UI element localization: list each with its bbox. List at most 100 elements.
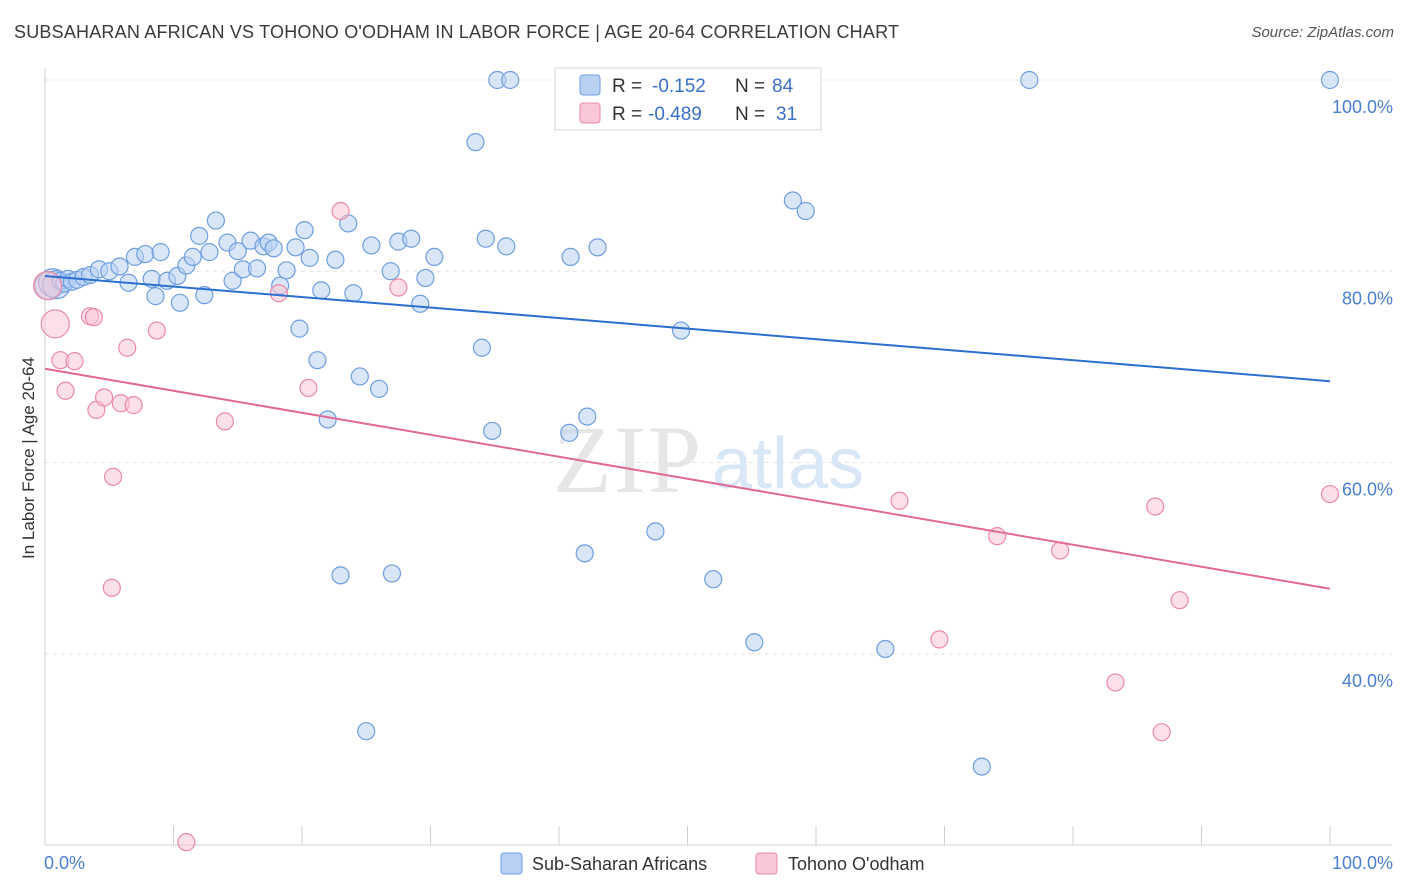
point-tohono bbox=[177, 833, 196, 852]
chart-source: Source: ZipAtlas.com bbox=[1251, 24, 1394, 41]
point-tohono bbox=[124, 396, 143, 415]
point-sub-saharan bbox=[588, 238, 607, 257]
point-sub-saharan bbox=[560, 423, 579, 442]
point-tohono bbox=[1152, 723, 1171, 742]
point-sub-saharan bbox=[318, 410, 337, 429]
stats-swatch-pink bbox=[579, 102, 601, 124]
point-tohono bbox=[1106, 673, 1125, 692]
point-sub-saharan bbox=[796, 201, 815, 221]
point-sub-saharan bbox=[411, 294, 430, 313]
point-tohono bbox=[930, 630, 949, 649]
point-sub-saharan bbox=[402, 229, 421, 248]
point-sub-saharan bbox=[370, 379, 389, 398]
stats-r-label-1: R = bbox=[612, 104, 642, 125]
point-sub-saharan bbox=[575, 544, 594, 563]
x-tick-label: 0.0% bbox=[44, 853, 85, 873]
point-tohono bbox=[102, 578, 121, 597]
point-sub-saharan bbox=[425, 247, 444, 267]
point-sub-saharan bbox=[357, 722, 376, 741]
point-sub-saharan bbox=[110, 257, 129, 276]
point-tohono bbox=[215, 412, 234, 431]
point-sub-saharan bbox=[206, 211, 226, 230]
trend-line-tohono bbox=[44, 367, 1331, 590]
point-sub-saharan bbox=[1320, 70, 1340, 90]
stats-n-value-0: 84 bbox=[772, 76, 794, 97]
point-sub-saharan bbox=[578, 407, 597, 426]
trend-lines bbox=[44, 275, 1331, 590]
point-sub-saharan bbox=[286, 238, 305, 257]
point-sub-saharan bbox=[195, 286, 214, 305]
stats-r-label-0: R = bbox=[612, 76, 642, 97]
legend-swatch-sub-saharan bbox=[500, 852, 523, 875]
point-sub-saharan bbox=[382, 564, 402, 583]
point-sub-saharan bbox=[671, 321, 691, 340]
point-tohono bbox=[890, 491, 909, 510]
point-tohono bbox=[269, 284, 288, 303]
point-tohono bbox=[40, 309, 70, 339]
point-sub-saharan bbox=[472, 338, 491, 357]
gridlines bbox=[45, 79, 1392, 655]
tick-labels: 40.0% 60.0% 80.0% 100.0% 0.0% 100.0% bbox=[44, 97, 1393, 873]
watermark: ZIP atlas bbox=[553, 406, 864, 513]
legend-swatch-tohono bbox=[755, 852, 778, 875]
point-sub-saharan bbox=[350, 367, 369, 386]
chart-title: SUBSAHARAN AFRICAN VS TOHONO O'ODHAM IN … bbox=[14, 22, 900, 42]
point-sub-saharan bbox=[264, 239, 283, 258]
point-tohono bbox=[1170, 591, 1189, 610]
legend-label-tohono: Tohono O'odham bbox=[788, 854, 925, 874]
point-tohono bbox=[299, 378, 318, 398]
point-sub-saharan bbox=[344, 284, 363, 303]
trend-line-sub-saharan bbox=[44, 275, 1331, 383]
point-tohono bbox=[32, 270, 63, 301]
x-tick-label: 100.0% bbox=[1332, 853, 1393, 873]
y-tick-label: 100.0% bbox=[1332, 97, 1393, 117]
point-sub-saharan bbox=[561, 247, 580, 267]
legend: Sub-Saharan Africans Tohono O'odham bbox=[500, 852, 925, 875]
stats-n-label-1: N = bbox=[735, 104, 765, 125]
stats-swatch-blue bbox=[579, 74, 601, 96]
point-sub-saharan bbox=[745, 633, 764, 652]
point-sub-saharan bbox=[646, 522, 665, 541]
point-sub-saharan bbox=[416, 268, 435, 288]
point-sub-saharan bbox=[497, 237, 516, 256]
point-sub-saharan bbox=[972, 757, 991, 776]
legend-label-sub-saharan: Sub-Saharan Africans bbox=[532, 854, 707, 874]
point-tohono bbox=[95, 388, 114, 407]
point-sub-saharan bbox=[170, 293, 190, 312]
point-tohono bbox=[104, 467, 123, 486]
point-sub-saharan bbox=[247, 259, 267, 278]
point-sub-saharan bbox=[151, 243, 170, 262]
stats-n-value-1: 31 bbox=[776, 104, 797, 125]
point-sub-saharan bbox=[326, 250, 345, 269]
point-sub-saharan bbox=[466, 133, 485, 152]
point-tohono bbox=[389, 278, 408, 297]
point-sub-saharan bbox=[308, 351, 327, 370]
point-sub-saharan bbox=[783, 191, 802, 210]
point-sub-saharan bbox=[200, 243, 219, 262]
point-sub-saharan bbox=[331, 566, 350, 585]
point-sub-saharan bbox=[381, 262, 400, 281]
point-sub-saharan bbox=[476, 229, 495, 248]
point-sub-saharan bbox=[704, 570, 723, 589]
point-sub-saharan bbox=[146, 287, 165, 306]
point-tohono bbox=[65, 352, 84, 371]
y-tick-label: 60.0% bbox=[1342, 480, 1393, 500]
point-tohono bbox=[331, 201, 350, 221]
y-axis-label: In Labor Force | Age 20-64 bbox=[19, 357, 38, 559]
point-sub-saharan bbox=[228, 242, 247, 261]
point-tohono bbox=[1320, 484, 1340, 504]
point-tohono bbox=[56, 381, 75, 400]
point-sub-saharan bbox=[277, 261, 296, 280]
point-tohono bbox=[1146, 497, 1165, 516]
stats-box: R = -0.152 N = 84 R = -0.489 N = 31 bbox=[554, 67, 822, 131]
point-tohono bbox=[147, 321, 166, 340]
point-sub-saharan bbox=[300, 248, 319, 267]
stats-r-value-1: -0.489 bbox=[648, 104, 702, 125]
point-sub-saharan bbox=[295, 221, 314, 240]
y-tick-label: 40.0% bbox=[1342, 671, 1393, 691]
point-sub-saharan bbox=[190, 226, 209, 245]
point-sub-saharan bbox=[290, 319, 309, 338]
stats-n-label-0: N = bbox=[735, 76, 765, 97]
point-tohono bbox=[118, 338, 137, 357]
